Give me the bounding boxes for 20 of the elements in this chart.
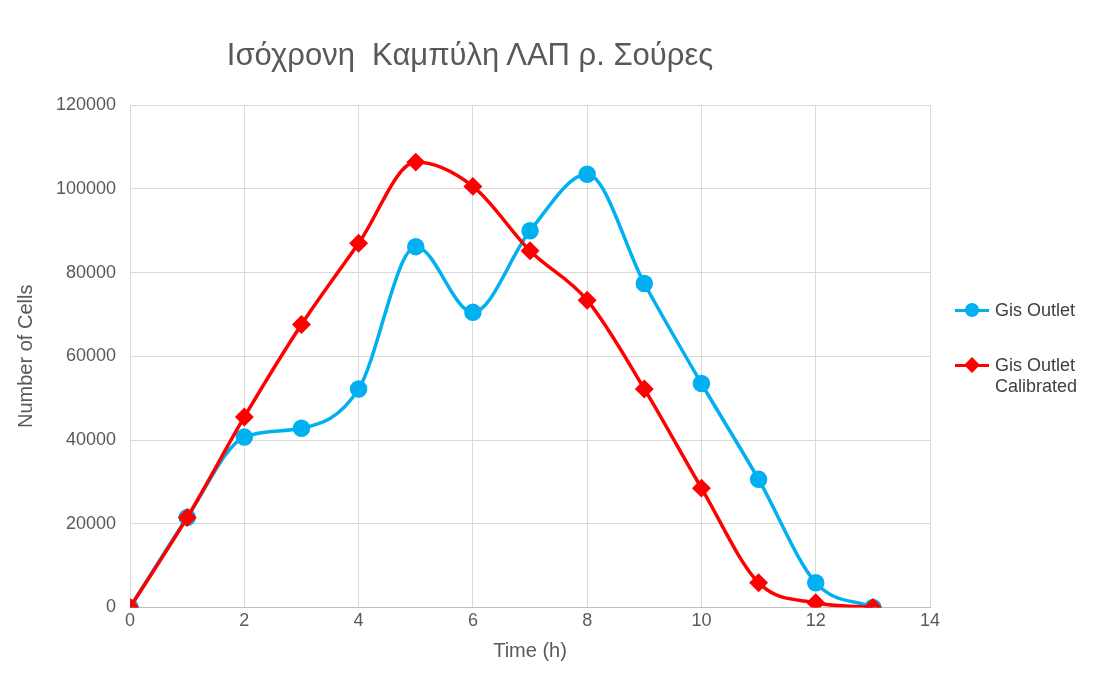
x-tick-label: 12 [805,610,826,631]
x-tick-label: 10 [691,610,712,631]
x-axis-title: Time (h) [493,638,567,661]
x-tick-label: 8 [582,610,593,631]
y-tick-label: 20000 [66,512,117,533]
x-tick-label: 4 [353,610,364,631]
x-tick-label: 14 [919,610,941,631]
y-tick-label: 100000 [55,177,117,198]
x-tick-label: 2 [239,610,250,631]
y-axis-title: Number of Cells [13,284,36,428]
y-tick-label: 80000 [66,261,117,282]
chart-title: Ισόχρονη Καμπύλη ΛΑΠ ρ. Σούρες [226,37,714,73]
x-tick-label: 6 [467,610,478,631]
y-tick-label: 60000 [66,345,117,366]
legend-label: Gis Outlet Calibrated [995,355,1079,397]
y-tick-label: 0 [106,596,117,617]
legend-label: Gis Outlet [995,300,1076,321]
y-tick-label: 40000 [66,428,117,449]
x-tick-label: 0 [125,610,136,631]
y-tick-label: 120000 [55,94,117,115]
